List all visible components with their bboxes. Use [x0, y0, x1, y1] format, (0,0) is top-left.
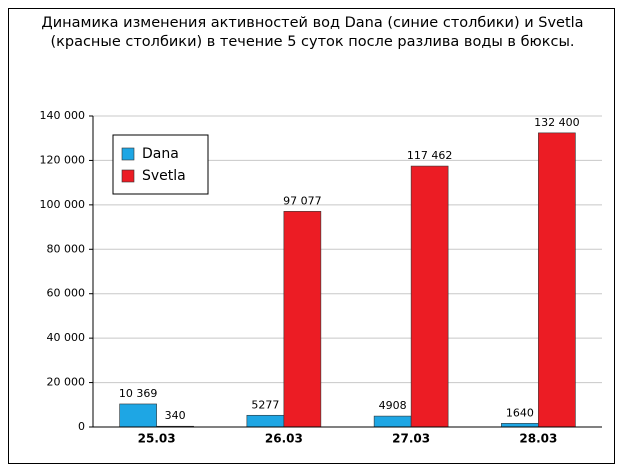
value-label: 4908	[379, 399, 407, 412]
value-label: 117 462	[407, 149, 453, 162]
y-tick-label: 100 000	[40, 198, 86, 211]
value-label: 340	[165, 409, 186, 422]
bar	[501, 423, 539, 428]
y-tick-label: 80 000	[47, 242, 86, 255]
legend-swatch	[121, 169, 135, 183]
x-tick-label: 27.03	[392, 432, 430, 446]
x-tick-label: 26.03	[265, 432, 303, 446]
y-tick-label: 0	[78, 420, 85, 433]
value-label: 97 077	[283, 194, 322, 207]
legend-swatch	[121, 147, 135, 161]
value-label: 1640	[506, 406, 534, 419]
legend-label: Dana	[142, 146, 179, 162]
bar	[246, 414, 285, 428]
x-tick-label: 28.03	[519, 432, 557, 446]
y-tick-label: 40 000	[47, 331, 86, 344]
legend-label: Svetla	[142, 168, 186, 184]
value-label: 132 400	[534, 116, 580, 129]
y-tick-label: 20 000	[47, 376, 86, 389]
value-label: 10 369	[119, 387, 158, 400]
value-label: 5277	[251, 398, 279, 411]
y-tick-label: 120 000	[40, 153, 86, 166]
x-tick-label: 25.03	[138, 432, 176, 446]
legend-box	[112, 134, 209, 195]
y-tick-label: 60 000	[47, 287, 86, 300]
chart-title: Динамика изменения активностей вод Dana …	[41, 15, 584, 50]
bar	[373, 415, 412, 428]
bar	[538, 132, 576, 428]
bar	[283, 211, 322, 428]
bar	[410, 165, 449, 428]
y-tick-label: 140 000	[40, 109, 86, 122]
chart-frame	[8, 8, 615, 464]
bar	[119, 403, 157, 428]
